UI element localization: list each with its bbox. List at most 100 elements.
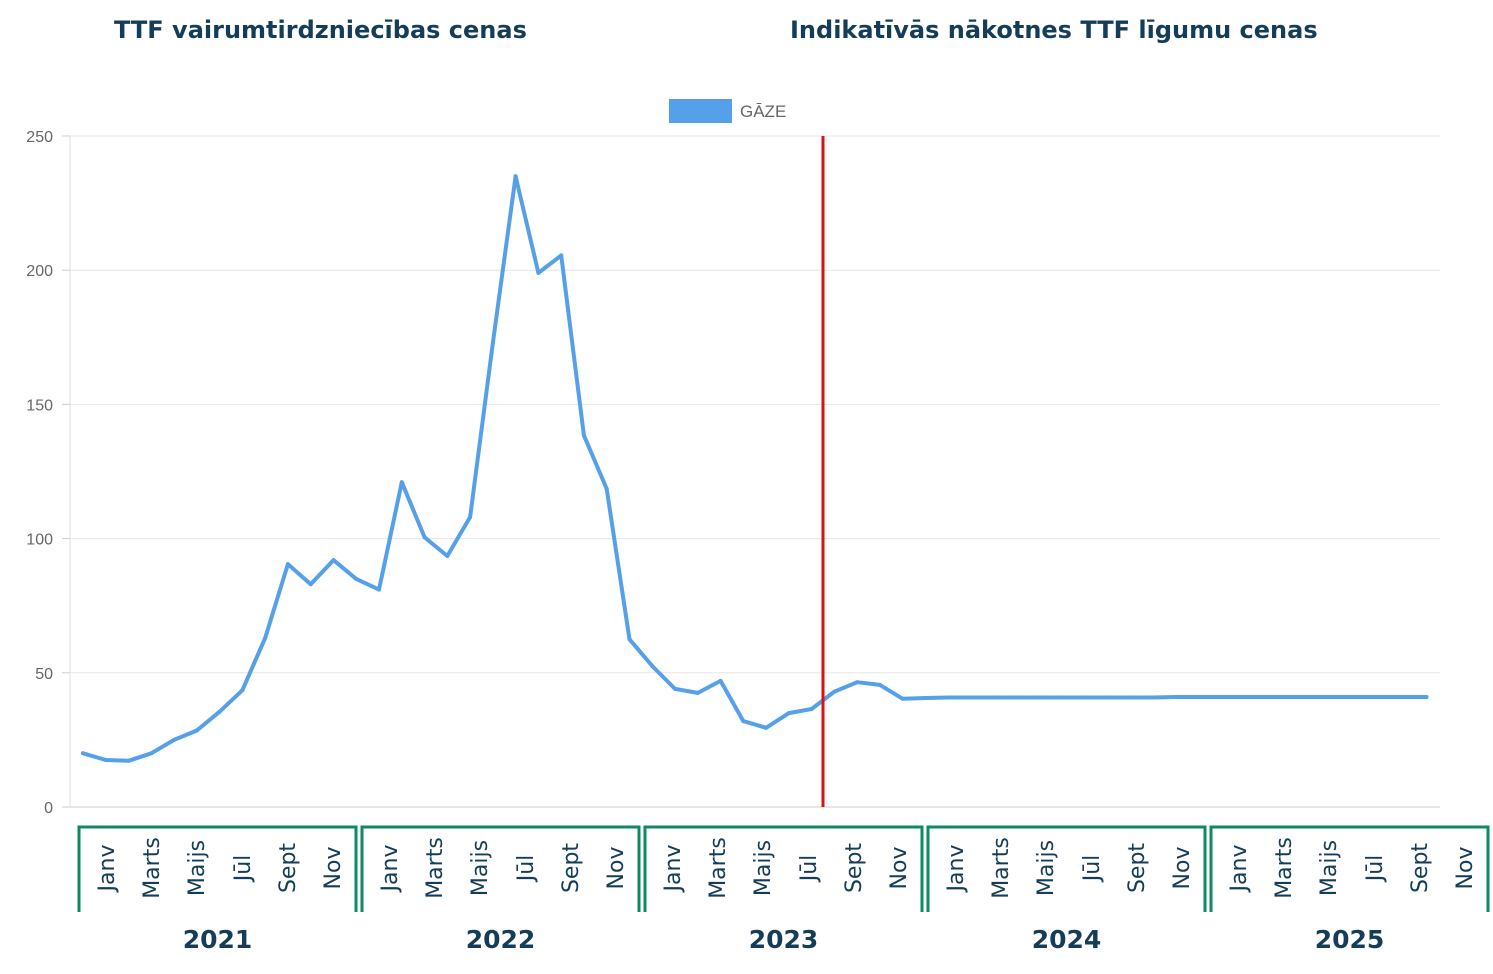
month-label-2024-4: Jūl — [1080, 855, 1105, 884]
data-point-2024-12 — [1151, 695, 1156, 700]
month-label-2022-5: Sept — [559, 843, 584, 893]
data-point-2025-08 — [1333, 695, 1338, 699]
data-point-2025-01 — [1174, 695, 1178, 699]
data-point-2023-11 — [855, 680, 860, 685]
year-bracket-2021 — [77, 825, 358, 912]
data-point-2024-02 — [923, 696, 928, 700]
data-point-2024-01 — [900, 696, 905, 701]
data-point-2021-03 — [126, 758, 131, 763]
y-tick-label-0: 0 — [44, 800, 53, 817]
data-point-2024-08 — [1060, 695, 1065, 700]
y-axis-ticks: 0 50 100 150 200 250 — [26, 129, 53, 817]
legend: GĀZE — [669, 99, 786, 123]
month-label-2021-4: Jūl — [231, 855, 256, 884]
data-point-2024-11 — [1128, 695, 1133, 700]
data-point-2021-11 — [308, 582, 313, 587]
data-point-2023-03 — [673, 686, 677, 691]
data-point-2022-10 — [559, 253, 564, 258]
data-point-2022-02 — [377, 587, 381, 592]
data-point-2023-04 — [695, 690, 700, 695]
month-label-2025-3: Maijs — [1317, 840, 1342, 896]
month-label-2023-5: Sept — [842, 843, 867, 893]
data-point-2023-06 — [741, 719, 746, 724]
data-point-2022-06 — [468, 515, 473, 520]
legend-label: GĀZE — [740, 102, 786, 121]
year-bracket-2025 — [1209, 825, 1490, 912]
month-label-2022-6: Nov — [604, 847, 629, 890]
data-point-2021-05 — [172, 737, 177, 742]
y-tick-label-50: 50 — [35, 666, 53, 683]
data-point-2024-03 — [946, 695, 951, 700]
month-label-2023-3: Maijs — [751, 840, 776, 896]
month-label-2023-4: Jūl — [797, 855, 822, 884]
year-bracket-2022 — [360, 825, 641, 912]
data-point-2022-09 — [536, 270, 541, 275]
data-point-2021-06 — [194, 728, 199, 733]
data-point-2022-07 — [490, 340, 495, 345]
month-label-2021-1: Janv — [95, 845, 120, 894]
x-axis-year-groups: Janv Marts Maijs Jūl Sept Nov 2021 Janv Marts Mai… — [77, 825, 1490, 954]
data-point-2025-05 — [1265, 695, 1269, 699]
month-label-2022-1: Janv — [378, 845, 403, 894]
year-group-2025: Janv Marts Maijs Jūl Sept Nov 2025 — [1209, 825, 1490, 954]
data-point-2021-10 — [285, 562, 290, 567]
data-point-2022-04 — [422, 535, 427, 540]
y-tick-label-200: 200 — [26, 263, 53, 280]
month-label-2023-6: Nov — [887, 847, 912, 890]
data-point-2025-11 — [1401, 695, 1406, 699]
month-label-2024-2: Marts — [989, 837, 1014, 899]
gridlines — [62, 135, 1440, 808]
data-point-2023-09 — [809, 707, 814, 711]
year-label-2021: 2021 — [183, 925, 253, 954]
data-point-2024-09 — [1082, 695, 1087, 700]
data-point-2025-09 — [1356, 695, 1361, 699]
year-label-2022: 2022 — [466, 925, 536, 954]
month-label-2025-2: Marts — [1272, 837, 1297, 899]
data-point-2023-01 — [627, 637, 632, 642]
legend-swatch — [669, 99, 732, 123]
month-label-2025-1: Janv — [1227, 845, 1252, 894]
data-point-2022-01 — [354, 576, 359, 581]
series-layer — [81, 174, 1429, 763]
data-point-2024-04 — [969, 695, 973, 700]
data-point-2021-08 — [240, 688, 245, 693]
year-bracket-2024 — [926, 825, 1207, 912]
year-label-2025: 2025 — [1315, 925, 1385, 954]
data-point-2021-02 — [103, 758, 108, 762]
month-label-2021-3: Maijs — [185, 840, 210, 896]
data-point-2021-09 — [263, 635, 268, 640]
data-point-2023-12 — [877, 682, 882, 687]
data-point-2022-12 — [604, 486, 609, 491]
month-label-2021-2: Marts — [140, 837, 165, 899]
y-tick-label-100: 100 — [26, 532, 53, 549]
data-point-2025-07 — [1310, 695, 1315, 699]
data-point-2024-06 — [1014, 695, 1019, 700]
month-label-2024-3: Maijs — [1034, 840, 1059, 896]
data-point-2022-05 — [445, 554, 450, 558]
month-label-2023-1: Janv — [661, 845, 686, 894]
data-point-2022-08 — [513, 174, 518, 179]
data-point-2023-05 — [718, 678, 723, 683]
year-group-2022: Janv Marts Maijs Jūl Sept Nov 2022 — [360, 825, 641, 954]
data-point-2025-03 — [1219, 695, 1224, 699]
data-point-2024-05 — [991, 695, 996, 700]
year-label-2023: 2023 — [749, 925, 819, 954]
month-label-2025-4: Jūl — [1363, 855, 1388, 884]
month-label-2023-2: Marts — [706, 837, 731, 899]
data-point-2023-02 — [650, 664, 655, 669]
year-group-2024: Janv Marts Maijs Jūl Sept Nov 2024 — [926, 825, 1207, 954]
month-label-2021-5: Sept — [276, 843, 301, 893]
data-point-2025-10 — [1378, 695, 1383, 699]
year-label-2024: 2024 — [1032, 925, 1102, 954]
data-point-2023-07 — [764, 725, 769, 730]
month-label-2024-1: Janv — [944, 845, 969, 894]
data-point-2024-07 — [1037, 695, 1042, 700]
month-label-2021-6: Nov — [321, 847, 346, 890]
data-point-2025-12 — [1424, 695, 1429, 699]
year-group-2021: Janv Marts Maijs Jūl Sept Nov 2021 — [77, 825, 358, 954]
data-point-2021-01 — [81, 751, 85, 756]
year-bracket-2023 — [643, 825, 924, 912]
data-point-2025-04 — [1242, 695, 1247, 699]
year-group-2023: Janv Marts Maijs Jūl Sept Nov 2023 — [643, 825, 924, 954]
